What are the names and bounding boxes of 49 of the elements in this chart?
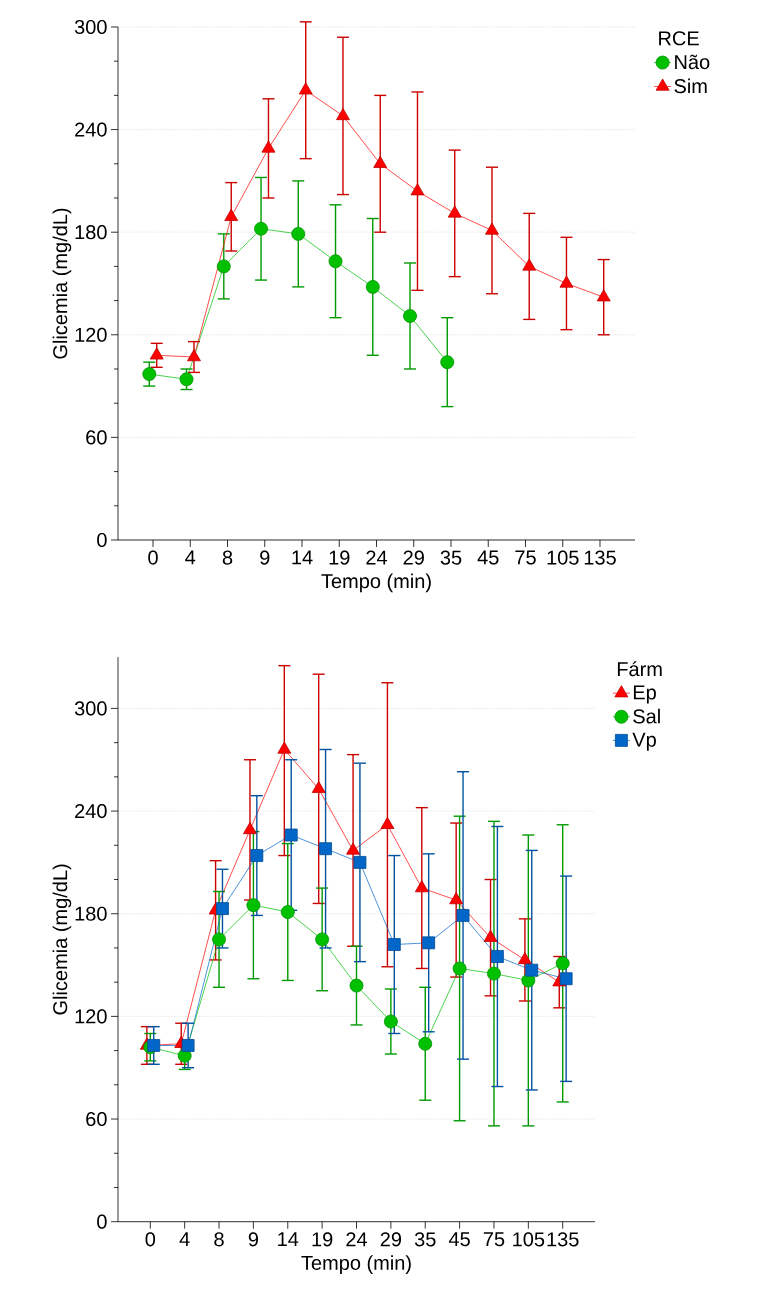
x-tick-label: 105 — [547, 550, 579, 565]
x-tick-label: 24 — [366, 550, 388, 565]
x-tick-label: 8 — [214, 1232, 224, 1247]
x-tick-label: 14 — [292, 550, 313, 565]
legend-label: Ep — [633, 685, 656, 704]
y-tick-label: 0 — [97, 1214, 107, 1229]
legend-label: Sim — [674, 78, 707, 94]
y-tick-label: 240 — [75, 122, 107, 137]
x-tick-label: 35 — [440, 550, 462, 565]
x-tick-label: 24 — [346, 1232, 368, 1247]
legend-title: RCE — [659, 31, 699, 46]
y-tick-label: 300 — [74, 19, 107, 35]
y-tick-label: 120 — [75, 327, 107, 342]
legend-label: Não — [675, 54, 710, 70]
x-tick-label: 4 — [179, 1232, 190, 1246]
x-tick-label: 8 — [222, 550, 233, 565]
x-tick-label: 45 — [477, 550, 499, 565]
x-tick-label: 29 — [403, 550, 424, 565]
y-tick-label: 300 — [74, 701, 107, 716]
y-tick-label: 60 — [86, 430, 107, 445]
y-tick-label: 60 — [86, 1111, 107, 1127]
x-tick-label: 19 — [312, 1232, 333, 1247]
x-tick-label: 35 — [414, 1232, 436, 1247]
x-tick-label: 45 — [448, 1232, 470, 1247]
x-tick-label: 105 — [513, 1232, 545, 1247]
x-tick-label: 75 — [483, 1232, 505, 1247]
x-tick-label: 0 — [145, 1232, 156, 1247]
x-axis-title: Tempo (min) — [301, 1255, 411, 1274]
x-axis-title: Tempo (min) — [321, 573, 431, 593]
x-tick-label: 9 — [248, 1232, 259, 1247]
legend-title: Fárm — [617, 661, 662, 677]
x-tick-label: 14 — [278, 1232, 299, 1246]
y-tick-label: 180 — [75, 906, 107, 921]
y-tick-label: 240 — [75, 804, 107, 819]
x-tick-label: 29 — [380, 1232, 402, 1247]
x-tick-label: 19 — [329, 550, 350, 565]
legend-label: Vp — [632, 732, 656, 751]
y-tick-label: 180 — [75, 225, 107, 240]
y-axis-title: Glicemia (mg/dL) — [52, 208, 72, 359]
y-axis-title: Glicemia (mg/dL) — [52, 864, 72, 1015]
x-tick-label: 135 — [584, 550, 616, 565]
x-tick-label: 135 — [547, 1232, 579, 1247]
x-tick-label: 75 — [515, 550, 536, 565]
y-tick-label: 0 — [97, 532, 107, 548]
x-tick-label: 0 — [148, 550, 158, 565]
legend-label: Sal — [633, 708, 660, 724]
y-tick-label: 120 — [75, 1009, 107, 1024]
x-tick-label: 4 — [185, 550, 196, 565]
x-tick-label: 9 — [260, 550, 270, 565]
